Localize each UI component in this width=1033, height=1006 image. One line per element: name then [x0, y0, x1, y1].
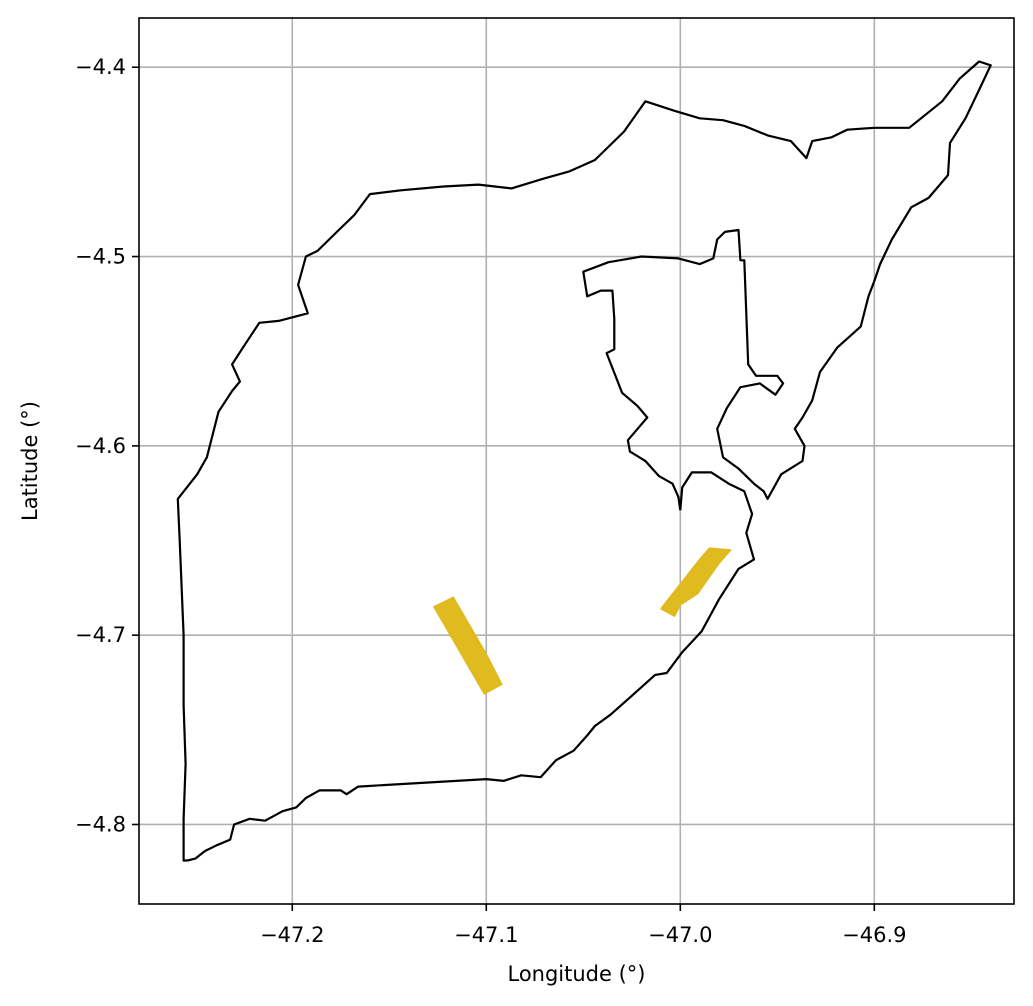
highlight-patches	[433, 547, 732, 695]
boundary-outline-south	[187, 471, 756, 862]
x-tick-label: −46.9	[842, 923, 906, 947]
x-axis-title: Longitude (°)	[507, 962, 645, 986]
y-tick-label: −4.8	[75, 812, 126, 836]
boundary-layer	[176, 60, 992, 862]
x-tick-label: −47.0	[648, 923, 712, 947]
x-tick-label: −47.2	[260, 923, 324, 947]
x-axis: −47.2 −47.1 −47.0 −46.9	[260, 904, 906, 947]
y-axis-title: Latitude (°)	[18, 401, 42, 521]
y-tick-label: −4.6	[75, 434, 126, 458]
y-tick-label: −4.7	[75, 623, 126, 647]
plot-frame	[138, 17, 1015, 905]
y-tick-label: −4.4	[75, 55, 126, 79]
boundary-outline-main	[176, 60, 992, 862]
highlight-patch	[660, 547, 732, 617]
grid	[139, 18, 1014, 904]
y-axis: −4.4 −4.5 −4.6 −4.7 −4.8	[75, 55, 139, 836]
x-tick-label: −47.1	[454, 923, 518, 947]
y-tick-label: −4.5	[75, 245, 126, 269]
highlight-patch	[433, 596, 503, 695]
